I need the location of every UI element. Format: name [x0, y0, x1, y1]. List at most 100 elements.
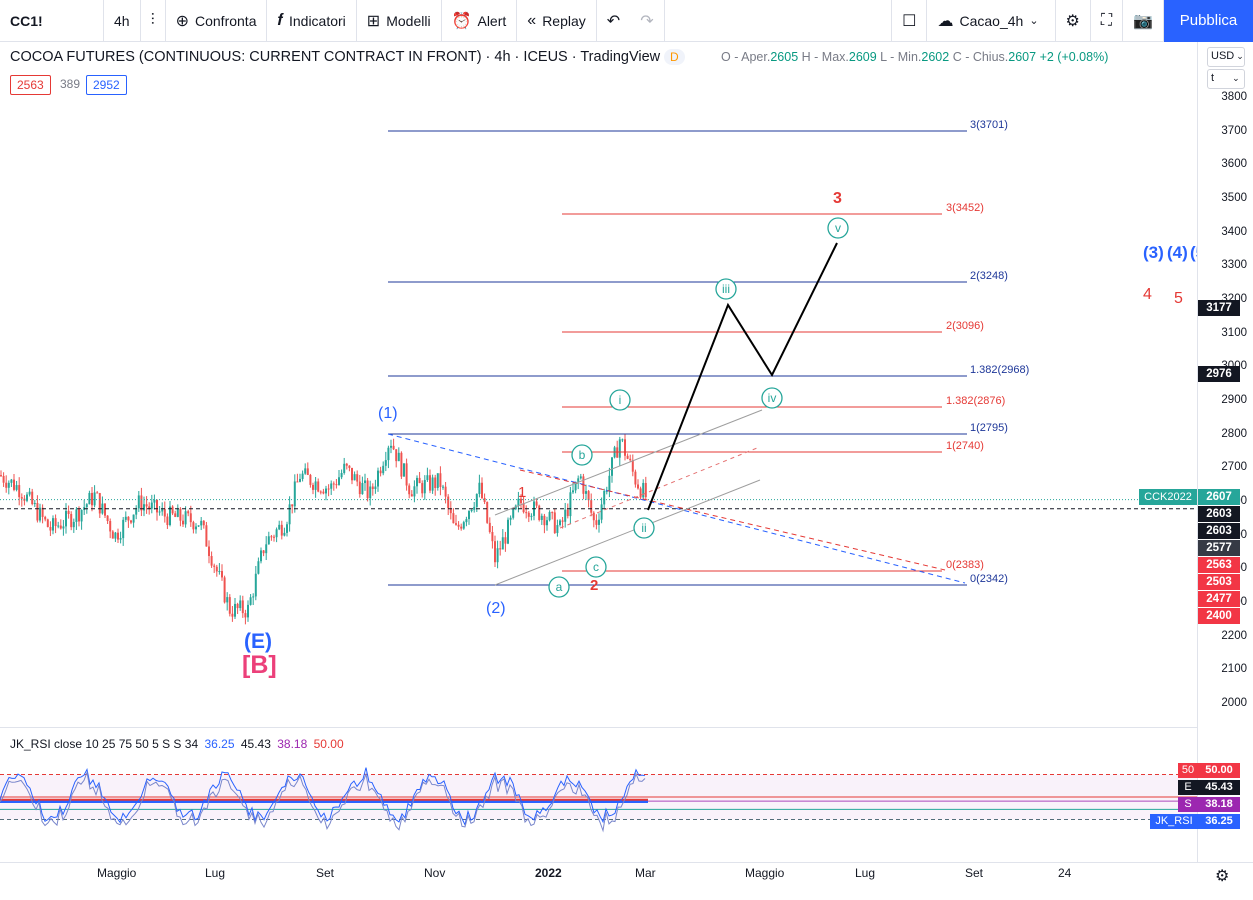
undo-button[interactable]: ↶ [597, 0, 630, 42]
candle-body [327, 488, 330, 490]
candle-body [288, 504, 291, 525]
candle-body [135, 508, 138, 515]
candle-body [634, 471, 637, 485]
fib-label-blue: 1.382(2968) [970, 364, 1029, 376]
data-delay-badge[interactable]: D [664, 49, 685, 65]
candle-body [416, 477, 418, 487]
candle-body [512, 509, 515, 518]
candle-body [507, 519, 509, 544]
candle-body [624, 439, 626, 456]
candle-body [234, 603, 236, 617]
rsi-value-3: 38.18 [277, 737, 308, 751]
candle-body [444, 486, 447, 497]
interval-button[interactable]: 4h [104, 0, 141, 42]
wave-ii-circle [633, 517, 655, 539]
price-tick: 3600 [1221, 158, 1247, 171]
price-tick: 2200 [1221, 629, 1247, 642]
candle-body [231, 613, 234, 617]
time-axis[interactable] [0, 862, 1253, 900]
red-1-label: 1 [518, 484, 526, 501]
candle-body [408, 485, 411, 495]
candle-body [426, 475, 429, 481]
fib-label-red: 0(2383) [946, 559, 984, 571]
wave-iv: iv [768, 391, 777, 405]
candle-body [559, 520, 561, 526]
plus-circle-icon: ⊕ [175, 12, 189, 30]
candle-body [585, 491, 587, 494]
chart-type-button[interactable]: ⫶ [141, 0, 166, 42]
price-tick: 2000 [1221, 697, 1247, 710]
candle-body [109, 520, 112, 532]
candle-body [124, 516, 127, 520]
indicators-button[interactable]: 𝒇 Indicatori [267, 0, 357, 42]
replay-button[interactable]: « Replay [517, 0, 597, 42]
redo-button[interactable]: ↷ [630, 0, 665, 42]
candle-body [387, 447, 390, 461]
wave-iii: iii [722, 282, 730, 296]
price-tick: 3500 [1221, 192, 1247, 204]
price-label: 2400 [1198, 608, 1240, 624]
candle-body [577, 478, 580, 482]
candle-body [395, 449, 398, 462]
alert-button[interactable]: ⏰ Alert [442, 0, 518, 42]
compare-button[interactable]: ⊕ Confronta [166, 0, 268, 42]
contract-label: CCK2022 [1139, 489, 1197, 505]
rsi-s-value: 38.18 [1198, 797, 1240, 812]
candle-body [605, 490, 608, 492]
main-chart[interactable]: 3(3701) 2(3248) 1.382(2968) 1(2795) 0(2342) 3… [0, 42, 1197, 862]
candle-body [509, 517, 512, 520]
axis-mode-select[interactable]: t ⌄ [1207, 69, 1245, 89]
time-tick: Lug [205, 866, 226, 880]
templates-button[interactable]: ⊞ Modelli [357, 0, 442, 42]
fullscreen-layout-button[interactable]: ☐ [892, 0, 928, 42]
rsi-s-tag: S [1178, 797, 1198, 812]
indicators-label: Indicatori [288, 12, 346, 29]
candle-body [548, 512, 551, 521]
candle-body [210, 556, 213, 566]
wave-3-label: (3) [1143, 243, 1164, 262]
candle-body [598, 519, 600, 525]
candle-body [33, 502, 36, 505]
rsi-jk-value: 36.25 [1198, 814, 1240, 829]
candle-body [20, 497, 23, 499]
candle-body [75, 509, 78, 522]
price-axis[interactable]: 3800370036003500340033003200310030002900… [1197, 42, 1253, 862]
fullscreen-button[interactable]: ⛶ [1091, 0, 1124, 42]
pane-separator[interactable] [0, 727, 1197, 728]
candle-body [143, 504, 145, 511]
channel-mid [559, 447, 758, 529]
candle-body [442, 486, 444, 488]
symbol-search-button[interactable]: CC1! [0, 0, 104, 42]
layout-menu-button[interactable]: ☁ Cacao_4h ⌄ [927, 0, 1056, 42]
candle-body [62, 526, 65, 529]
candle-body [410, 494, 413, 497]
candle-body [166, 516, 169, 526]
rsi-e-value: 45.43 [1198, 780, 1240, 795]
candle-body [111, 531, 114, 539]
candle-body [26, 494, 28, 501]
wave-1-label: (1) [378, 405, 398, 422]
currency-select[interactable]: USD ⌄ [1207, 47, 1245, 67]
candle-body [130, 520, 132, 523]
publish-button[interactable]: Pubblica [1164, 0, 1253, 42]
candle-body [499, 548, 502, 550]
snapshot-button[interactable]: 📷 [1123, 0, 1164, 42]
candle-body [158, 511, 161, 513]
low-label: L - Min. [880, 50, 922, 64]
square-icon: ☐ [902, 12, 917, 30]
wave-2-label: (2) [486, 600, 506, 617]
axis-settings-button[interactable]: ⚙ [1215, 866, 1229, 886]
price-tick: 3100 [1221, 326, 1247, 339]
fib-label-red: 1.382(2876) [946, 395, 1005, 407]
candle-body [46, 519, 49, 528]
candle-body [314, 481, 317, 490]
candle-body [478, 482, 481, 494]
settings-button[interactable]: ⚙ [1056, 0, 1091, 42]
candle-body [265, 544, 268, 554]
candle-body [296, 481, 299, 483]
candle-body [132, 514, 135, 523]
channel-upper [494, 409, 763, 516]
candle-body [101, 503, 104, 514]
candle-body [520, 498, 522, 504]
wave-i: i [619, 393, 622, 407]
